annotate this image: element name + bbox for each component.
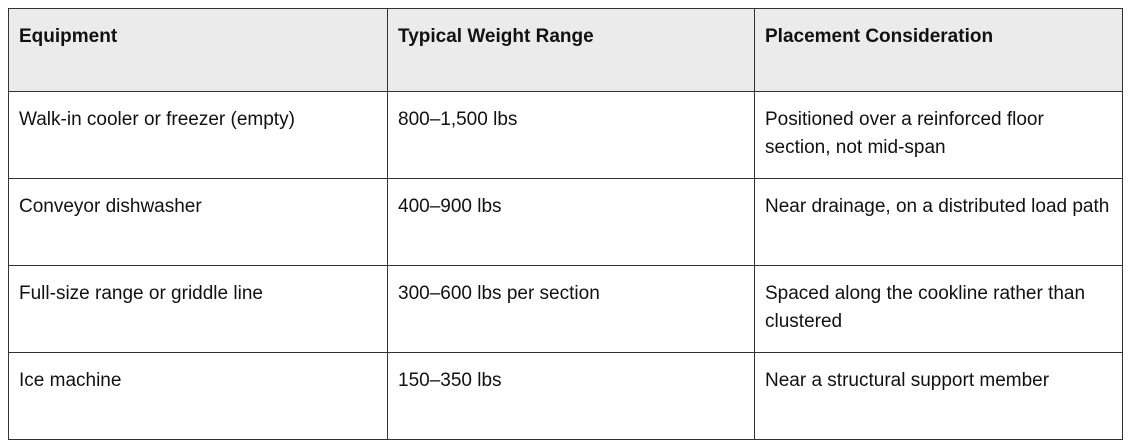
header-cell: Equipment: [8, 8, 388, 92]
table-cell: Full-size range or griddle line: [8, 265, 388, 353]
header-row: Equipment Typical Weight Range Placement C…: [8, 8, 1123, 92]
table-head: Equipment Typical Weight Range Placement C…: [8, 8, 1123, 92]
table-cell: Spaced along the cookline rather than cl…: [754, 265, 1123, 353]
table-cell: Positioned over a reinforced floor secti…: [754, 91, 1123, 179]
table-cell: Conveyor dishwasher: [8, 178, 388, 266]
equipment-table: Equipment Typical Weight Range Placement C…: [8, 8, 1123, 440]
table-row: Conveyor dishwasher 400–900 lbs Near drain…: [8, 178, 1123, 266]
table-row: Full-size range or griddle line 300–600 l…: [8, 265, 1123, 353]
table-cell: 400–900 lbs: [387, 178, 755, 266]
header-cell: Typical Weight Range: [387, 8, 755, 92]
table-body: Walk-in cooler or freezer (empty) 800–1,5…: [8, 91, 1123, 440]
header-cell: Placement Consideration: [754, 8, 1123, 92]
table-cell: 150–350 lbs: [387, 352, 755, 440]
table-cell: 800–1,500 lbs: [387, 91, 755, 179]
table-cell: 300–600 lbs per section: [387, 265, 755, 353]
table-row: Ice machine 150–350 lbs Near a structural …: [8, 352, 1123, 440]
table-cell: Near drainage, on a distributed load pat…: [754, 178, 1123, 266]
table-row: Walk-in cooler or freezer (empty) 800–1,5…: [8, 91, 1123, 179]
table-cell: Ice machine: [8, 352, 388, 440]
table-cell: Near a structural support member: [754, 352, 1123, 440]
table-cell: Walk-in cooler or freezer (empty): [8, 91, 388, 179]
